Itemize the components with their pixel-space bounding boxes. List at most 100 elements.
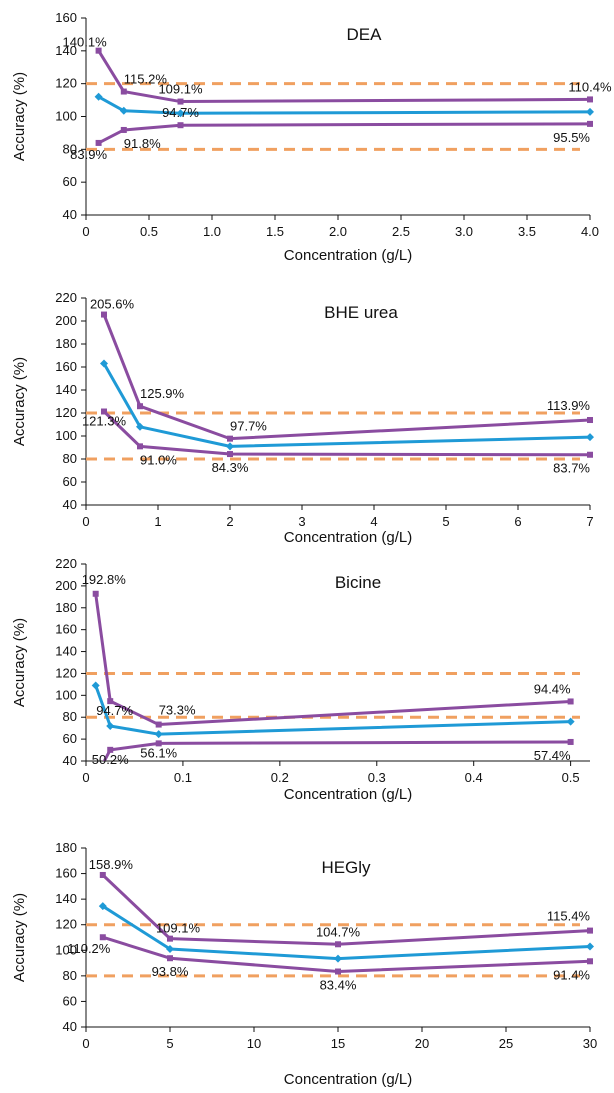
x-tick-label: 0.3 xyxy=(368,770,386,785)
y-axis-label: Accuracy (%) xyxy=(11,72,28,161)
y-tick-label: 160 xyxy=(55,10,77,25)
data-point-lower xyxy=(335,968,341,975)
data-label: 94.4% xyxy=(534,681,571,696)
data-point-lower xyxy=(99,934,106,941)
data-point-lower xyxy=(93,774,99,780)
y-tick-label: 80 xyxy=(63,141,77,156)
y-tick-label: 100 xyxy=(55,942,77,957)
y-tick-label: 160 xyxy=(55,622,77,637)
data-label: 192.8% xyxy=(82,572,127,587)
data-point-mean xyxy=(166,945,174,954)
x-tick-label: 2 xyxy=(226,514,233,529)
x-tick-label: 6 xyxy=(514,514,521,529)
x-tick-label: 1.5 xyxy=(266,224,284,239)
y-tick-label: 180 xyxy=(55,600,77,615)
data-point-lower xyxy=(587,451,593,458)
series-line-upper xyxy=(102,314,591,441)
data-label: 94.7% xyxy=(162,105,199,120)
data-point-lower xyxy=(95,139,102,146)
data-label: 91.0% xyxy=(140,452,177,467)
y-tick-label: 120 xyxy=(55,665,77,680)
y-tick-label: 140 xyxy=(55,382,77,397)
y-tick-label: 40 xyxy=(63,753,77,768)
data-label: 205.6% xyxy=(90,297,135,312)
data-point-upper xyxy=(587,417,593,424)
data-label: 109.1% xyxy=(158,82,203,97)
y-tick-label: 140 xyxy=(55,891,77,906)
series-line-upper xyxy=(97,49,591,104)
data-point-upper xyxy=(137,403,143,410)
data-point-lower xyxy=(120,126,127,133)
series-line-lower xyxy=(102,935,591,974)
data-label: 121.3% xyxy=(82,414,127,429)
chart-1: 40 60 80 100 120 140 160 0 0.5 1.0 1.5 2.0 2.5 3.0 3.5… xyxy=(11,10,612,264)
data-point-mean xyxy=(154,730,163,739)
y-tick-label: 80 xyxy=(63,968,77,983)
data-label: 104.7% xyxy=(316,924,361,939)
x-tick-label: 1.0 xyxy=(203,224,221,239)
x-tick-label: 0.2 xyxy=(271,770,289,785)
data-point-upper xyxy=(155,721,162,728)
data-label: 93.8% xyxy=(152,964,189,979)
data-label: 84.3% xyxy=(212,460,249,475)
data-point-upper xyxy=(107,698,114,705)
data-point-lower xyxy=(155,740,162,747)
x-axis-label: Concentration (g/L) xyxy=(284,786,412,803)
series-line-mean xyxy=(97,95,591,115)
x-tick-label: 0 xyxy=(82,1036,89,1051)
y-tick-label: 60 xyxy=(63,174,77,189)
series-line-lower xyxy=(97,122,591,145)
x-tick-label: 0.4 xyxy=(465,770,483,785)
data-point-mean xyxy=(119,106,128,115)
data-point-upper xyxy=(92,590,99,597)
x-tick-label: 3 xyxy=(298,514,305,529)
data-point-lower xyxy=(107,746,114,753)
data-point-upper xyxy=(587,927,593,934)
data-point-upper xyxy=(99,871,106,878)
data-point-upper xyxy=(177,98,184,105)
data-point-upper xyxy=(120,88,127,95)
data-point-mean xyxy=(586,942,594,951)
x-tick-label: 7 xyxy=(586,514,593,529)
data-label: 57.4% xyxy=(534,748,571,763)
series-line-upper xyxy=(94,593,571,727)
x-tick-label: 15 xyxy=(331,1036,345,1051)
chart-2: 40 60 80 100 120 140 160 180 200 220 0 1 2 3 4 5 6 7 Conce… xyxy=(11,290,594,546)
y-tick-label: 60 xyxy=(63,731,77,746)
x-axis-label: Concentration (g/L) xyxy=(284,529,412,546)
data-point-lower xyxy=(137,443,143,450)
data-label: 115.4% xyxy=(547,909,591,924)
x-tick-label: 0.1 xyxy=(174,770,192,785)
x-tick-label: 10 xyxy=(247,1036,261,1051)
y-tick-label: 120 xyxy=(55,917,77,932)
x-tick-label: 30 xyxy=(583,1036,597,1051)
y-tick-label: 80 xyxy=(63,709,77,724)
y-tick-label: 40 xyxy=(63,207,77,222)
data-point-lower xyxy=(587,120,593,127)
data-label: 109.1% xyxy=(156,921,201,936)
x-tick-label: 4.0 xyxy=(581,224,599,239)
data-label: 110.4% xyxy=(568,79,612,94)
data-point-mean xyxy=(94,92,103,101)
y-tick-label: 60 xyxy=(63,993,77,1008)
x-tick-label: 2.5 xyxy=(392,224,410,239)
data-point-upper xyxy=(335,941,341,948)
data-point-mean xyxy=(176,109,185,118)
y-axis-label: Accuracy (%) xyxy=(11,893,28,982)
data-point-lower xyxy=(177,122,184,129)
x-tick-label: 2.0 xyxy=(329,224,347,239)
data-label: 73.3% xyxy=(159,703,196,718)
y-tick-label: 120 xyxy=(55,405,77,420)
data-point-lower xyxy=(101,408,107,415)
x-tick-label: 0.5 xyxy=(140,224,158,239)
data-point-upper xyxy=(95,47,102,54)
data-point-mean xyxy=(586,433,594,442)
series-line-lower xyxy=(102,410,591,457)
data-point-upper xyxy=(587,96,593,103)
y-tick-label: 220 xyxy=(55,290,77,305)
y-tick-label: 140 xyxy=(55,43,77,58)
data-point-mean xyxy=(106,721,115,730)
data-label: 140.1% xyxy=(63,35,108,50)
y-tick-label: 160 xyxy=(55,359,77,374)
